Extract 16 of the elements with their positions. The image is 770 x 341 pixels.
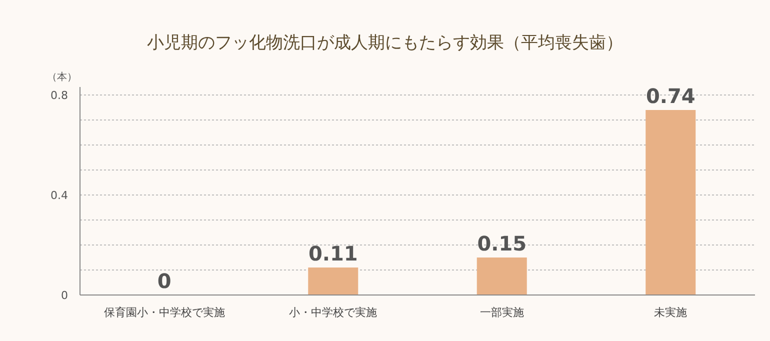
bar <box>476 258 527 295</box>
x-tick-label: 保育園小・中学校で実施 <box>104 306 225 319</box>
y-tick-label: 0.4 <box>50 189 68 202</box>
y-axis-title: （本） <box>47 71 77 83</box>
data-label: 0 <box>157 269 172 293</box>
chart-title: 小児期のフッ化物洗口が成人期にもたらす効果（平均喪失歯） <box>147 33 623 53</box>
x-tick-label: 一部実施 <box>480 306 524 319</box>
y-tick-label: 0 <box>61 289 68 302</box>
x-tick-label: 小・中学校で実施 <box>289 306 378 319</box>
bar <box>646 110 696 295</box>
data-label: 0.15 <box>477 232 527 256</box>
data-label: 0.11 <box>308 242 358 266</box>
y-tick-label: 0.8 <box>50 89 68 102</box>
data-label: 0.74 <box>646 84 696 108</box>
x-tick-label: 未実施 <box>654 306 688 319</box>
bar <box>308 268 358 295</box>
